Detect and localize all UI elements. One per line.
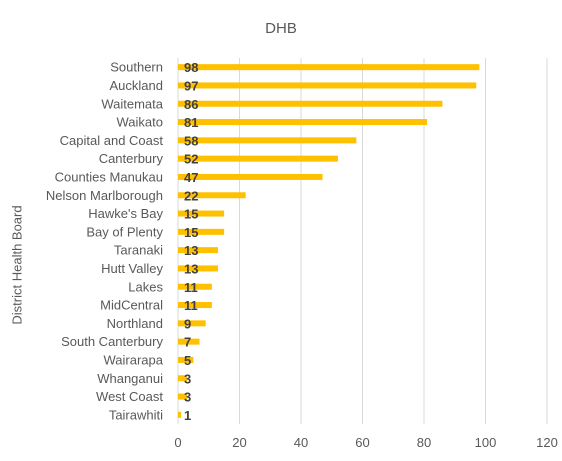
data-label-bay-of-plenty: 15 [184, 225, 198, 240]
x-tick-label-60: 60 [355, 435, 369, 450]
data-label-canterbury: 52 [184, 152, 198, 167]
bar-waikato [178, 119, 428, 126]
category-label-midcentral: MidCentral [100, 298, 163, 313]
bar-auckland [178, 82, 477, 89]
bar-bay-of-plenty [178, 228, 225, 235]
data-label-west-coast: 3 [184, 390, 191, 405]
x-tick-label-40: 40 [294, 435, 308, 450]
data-label-taranaki: 13 [184, 243, 198, 258]
bar-canterbury [178, 155, 338, 162]
category-label-hawke-s-bay: Hawke's Bay [88, 206, 163, 221]
data-label-auckland: 97 [184, 78, 198, 93]
data-label-southern: 98 [184, 60, 198, 75]
bar-hawke-s-bay [178, 210, 225, 217]
category-label-hutt-valley: Hutt Valley [101, 261, 163, 276]
bar-whanganui [178, 375, 188, 382]
category-label-tairawhiti: Tairawhiti [109, 407, 163, 422]
bar-hutt-valley [178, 265, 218, 272]
data-label-waikato: 81 [184, 115, 198, 130]
bar-waitemata [178, 100, 443, 107]
data-label-northland: 9 [184, 316, 191, 331]
bar-southern [178, 64, 480, 71]
category-label-capital-and-coast: Capital and Coast [60, 133, 164, 148]
bar-wairarapa [178, 356, 194, 363]
bar-tairawhiti [178, 411, 182, 418]
category-label-taranaki: Taranaki [114, 243, 163, 258]
bar-west-coast [178, 393, 188, 400]
category-label-northland: Northland [107, 316, 163, 331]
x-tick-label-80: 80 [417, 435, 431, 450]
category-label-wairarapa: Wairarapa [104, 352, 164, 367]
category-label-south-canterbury: South Canterbury [61, 334, 163, 349]
data-label-whanganui: 3 [184, 371, 191, 386]
x-tick-label-120: 120 [536, 435, 558, 450]
data-label-midcentral: 11 [184, 298, 198, 313]
bar-counties-manukau [178, 173, 323, 180]
category-label-lakes: Lakes [128, 279, 163, 294]
bar-lakes [178, 283, 212, 290]
bar-south-canterbury [178, 338, 200, 345]
bar-capital-and-coast [178, 137, 357, 144]
data-label-waitemata: 86 [184, 97, 198, 112]
category-label-waitemata: Waitemata [101, 96, 163, 111]
x-tick-label-20: 20 [232, 435, 246, 450]
category-label-bay-of-plenty: Bay of Plenty [86, 224, 163, 239]
category-label-west-coast: West Coast [96, 389, 163, 404]
data-label-capital-and-coast: 58 [184, 133, 198, 148]
bar-nelson-marlborough [178, 192, 246, 199]
data-label-hutt-valley: 13 [184, 261, 198, 276]
data-label-counties-manukau: 47 [184, 170, 198, 185]
data-label-wairarapa: 5 [184, 353, 191, 368]
category-label-southern: Southern [110, 60, 163, 75]
category-label-whanganui: Whanganui [97, 371, 163, 386]
data-label-lakes: 11 [184, 280, 198, 295]
x-tick-label-100: 100 [475, 435, 497, 450]
bar-midcentral [178, 302, 212, 309]
category-label-waikato: Waikato [117, 115, 163, 130]
data-label-nelson-marlborough: 22 [184, 188, 198, 203]
data-label-south-canterbury: 7 [184, 335, 191, 350]
chart-title: DHB [265, 20, 297, 37]
category-label-canterbury: Canterbury [99, 151, 164, 166]
category-label-auckland: Auckland [110, 78, 163, 93]
x-tick-label-0: 0 [174, 435, 181, 450]
data-label-tairawhiti: 1 [184, 408, 191, 423]
bar-northland [178, 320, 206, 327]
data-label-hawke-s-bay: 15 [184, 207, 198, 222]
category-label-nelson-marlborough: Nelson Marlborough [46, 188, 163, 203]
bar-taranaki [178, 247, 218, 254]
category-label-counties-manukau: Counties Manukau [55, 169, 163, 184]
